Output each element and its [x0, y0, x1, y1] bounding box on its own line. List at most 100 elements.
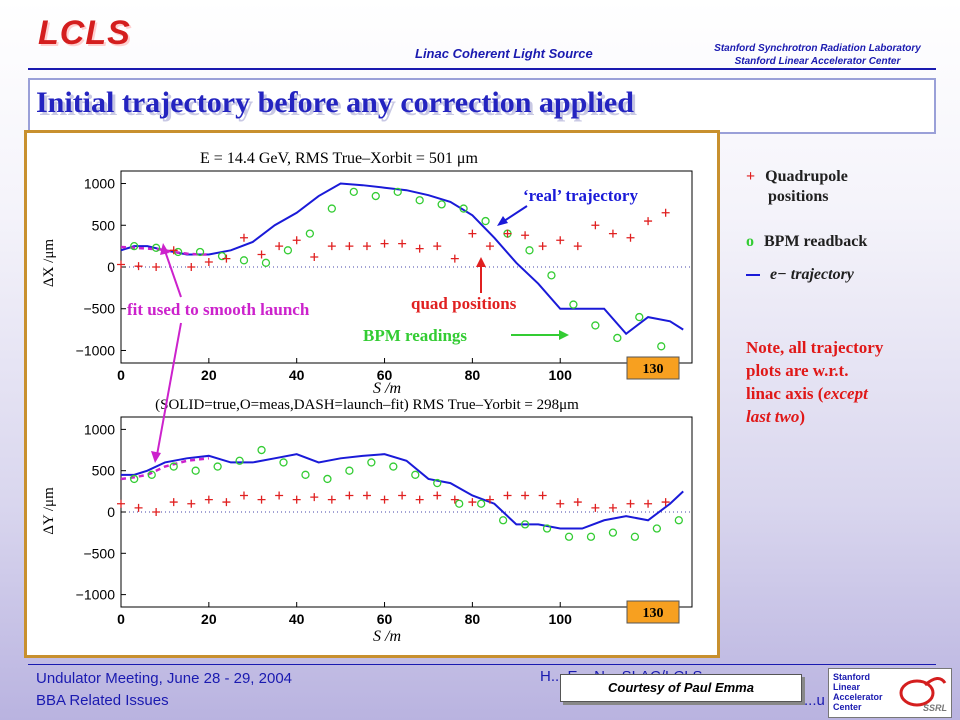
courtesy-label: Courtesy of Paul Emma — [560, 674, 802, 702]
bpm-point — [635, 312, 644, 322]
quad-point — [222, 254, 231, 263]
bpm-point — [195, 247, 205, 257]
footer-divider — [28, 664, 936, 665]
launch-fit-line — [120, 457, 209, 481]
org-name: Linac Coherent Light Source — [415, 46, 593, 61]
y-tick-label: −1000 — [76, 342, 116, 358]
quad-point — [117, 260, 125, 269]
y-tick-label: 1000 — [84, 421, 115, 437]
quad-point — [573, 498, 582, 507]
annot-quad-arrowhead — [476, 257, 486, 267]
marker-130-top-box — [626, 356, 680, 380]
quad-point — [468, 498, 477, 507]
quad-point — [433, 242, 442, 251]
bpm-point — [652, 524, 662, 533]
lab-names: Stanford Synchrotron Radiation Laborator… — [700, 42, 935, 68]
bpm-point — [542, 524, 552, 533]
quad-point — [503, 229, 512, 238]
bpm-point — [371, 191, 380, 201]
x-tick-label: 100 — [549, 611, 573, 627]
quad-point — [661, 208, 670, 217]
bpm-point — [345, 466, 354, 475]
slac-logo: Stanford Linear Accelerator Center SSRL — [828, 668, 952, 718]
quad-point — [152, 508, 161, 516]
trajectory-line — [121, 453, 684, 530]
top-x-label: S /m — [373, 380, 401, 397]
legend-bpm-label: BPM readback — [764, 233, 868, 250]
x-tick-label: 60 — [377, 367, 393, 383]
x-tick-label: 60 — [377, 611, 393, 627]
ssrl-logo-text: SSRL — [923, 703, 947, 713]
bpm-point — [283, 246, 293, 255]
quad-point — [362, 491, 371, 500]
bpm-point — [547, 271, 556, 280]
bpm-point — [393, 187, 402, 197]
annot-fit-arrow-bottom — [156, 322, 182, 456]
quad-point — [398, 239, 407, 248]
quad-point — [380, 495, 389, 504]
quad-point — [644, 217, 653, 226]
bpm-point — [151, 243, 161, 252]
quad-point — [327, 495, 336, 504]
bpm-point — [235, 456, 244, 465]
annot-fit-arrow-top — [164, 250, 182, 298]
quad-point — [450, 495, 459, 504]
bpm-point — [586, 532, 596, 541]
quad-point — [152, 263, 161, 271]
quad-point — [556, 499, 565, 508]
quad-point — [292, 495, 301, 504]
legend-trajectory-label: e− trajectory — [770, 266, 854, 283]
y-tick-label: 0 — [107, 259, 115, 275]
quad-point — [380, 239, 389, 248]
marker-130-top: 130 — [643, 362, 664, 377]
quad-point — [169, 246, 178, 255]
x-tick-label: 80 — [465, 367, 481, 383]
plot-frame — [120, 416, 693, 608]
y-tick-label: 1000 — [84, 176, 115, 192]
lab-name-slac: Stanford Linear Accelerator Center — [734, 56, 901, 67]
annot-quad-positions: quad positions — [411, 294, 517, 313]
bpm-point — [437, 200, 446, 209]
bpm-point — [147, 470, 156, 479]
annot-real-trajectory: ‘real’ trajectory — [523, 186, 638, 205]
legend-trajectory: e− trajectory — [746, 266, 854, 284]
quad-point — [415, 495, 424, 504]
bpm-point — [389, 462, 398, 471]
annot-fit-arrowhead-bottom — [151, 451, 161, 463]
bpm-point — [349, 187, 358, 197]
note-line-4: last two) — [746, 407, 806, 426]
quad-point — [521, 231, 530, 240]
quad-point — [345, 242, 354, 251]
plot-panel: 1000 500 0 −500 −1000 0 20 40 60 80 100 1000 500 0 −5… — [24, 130, 720, 658]
note-line-3: linac axis (except — [746, 384, 868, 403]
note-line-1: Note, all trajectory — [746, 338, 884, 357]
quad-point — [310, 252, 319, 261]
quad-point — [187, 499, 196, 508]
quad-point — [556, 236, 565, 245]
y-tick-label: −1000 — [76, 587, 116, 603]
quad-point — [134, 503, 143, 512]
bpm-point — [481, 216, 490, 226]
quad-point — [591, 503, 600, 512]
bottom-x-label: S /m — [373, 628, 401, 645]
bpm-point — [674, 516, 683, 525]
annot-fit-arrowhead-top — [160, 243, 169, 255]
quad-point — [275, 491, 284, 500]
quad-point — [275, 242, 284, 251]
quad-point — [573, 242, 582, 251]
y-tick-label: −500 — [83, 301, 115, 317]
bpm-point — [525, 246, 534, 255]
quad-point — [222, 498, 231, 507]
bpm-point — [173, 247, 183, 257]
y-tick-label: 500 — [92, 463, 116, 479]
quad-point — [538, 491, 547, 500]
annot-fit-launch: fit used to smooth launch — [127, 300, 310, 319]
x-tick-label: 0 — [117, 611, 125, 627]
bpm-point — [327, 204, 336, 213]
quad-point — [644, 499, 653, 508]
quad-point — [257, 250, 266, 259]
bpm-point — [415, 196, 424, 205]
bpm-point — [239, 256, 249, 265]
